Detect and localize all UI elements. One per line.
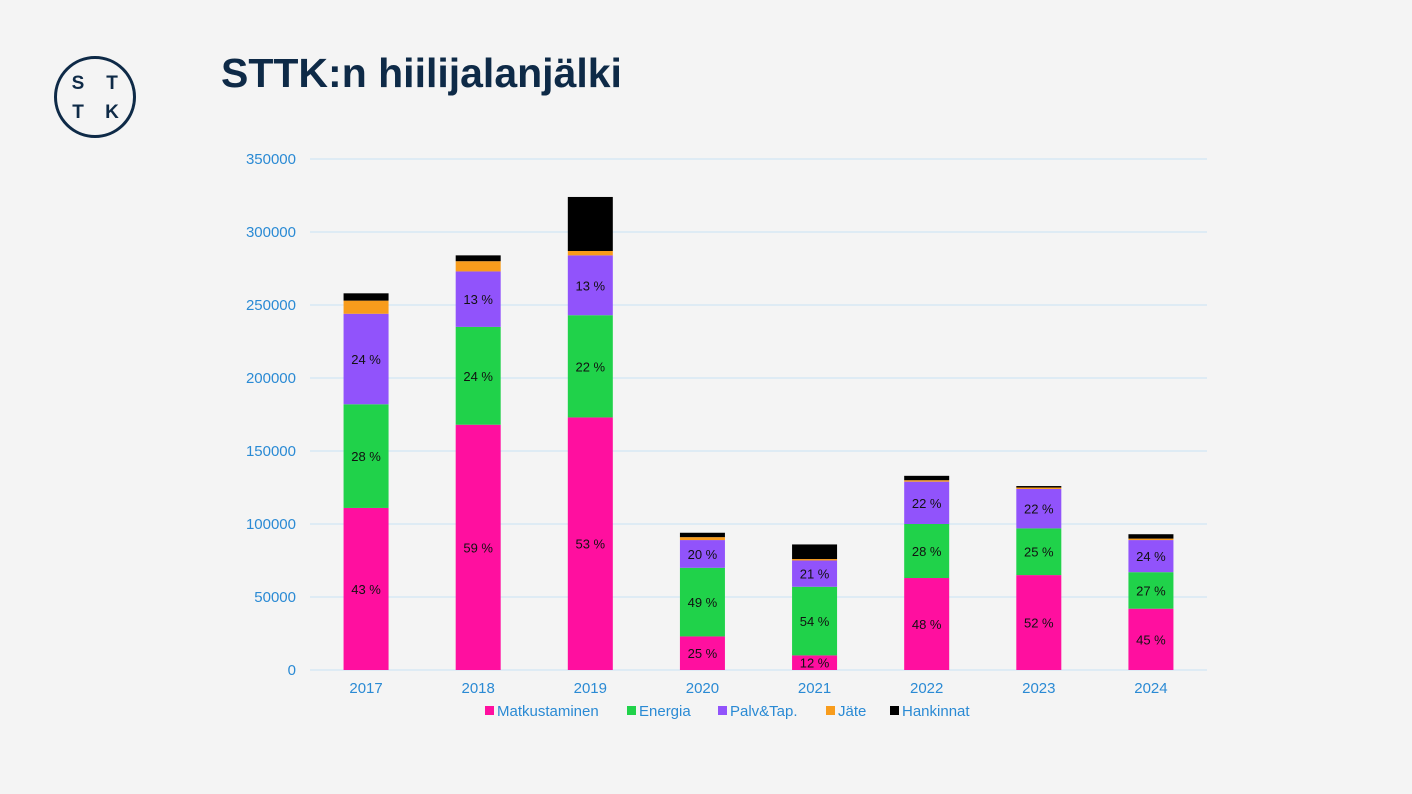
y-tick-label: 200000	[246, 370, 296, 387]
x-tick-label: 2018	[462, 680, 495, 697]
x-tick-label: 2021	[798, 680, 831, 697]
bar-segment	[1016, 528, 1062, 576]
bar-segment	[904, 578, 950, 670]
bar-segment	[679, 540, 725, 568]
logo-letter: K	[105, 102, 119, 123]
y-tick-label: 250000	[246, 297, 296, 314]
legend-label: Palv&Tap.	[730, 703, 798, 720]
data-label: 24 %	[351, 352, 381, 367]
data-label: 24 %	[463, 369, 493, 384]
bar-segment	[343, 404, 389, 508]
y-tick-label: 350000	[246, 151, 296, 168]
bar-segment	[679, 567, 725, 637]
data-label: 21 %	[800, 567, 830, 582]
data-label: 22 %	[912, 496, 942, 511]
legend-swatch	[890, 706, 899, 715]
bar-segment	[792, 655, 838, 670]
data-label: 24 %	[1136, 549, 1166, 564]
data-label: 28 %	[912, 544, 942, 559]
data-label: 13 %	[575, 278, 605, 293]
data-label: 25 %	[688, 646, 718, 661]
data-label: 13 %	[463, 292, 493, 307]
bar-segment	[679, 636, 725, 670]
data-label: 59 %	[463, 540, 493, 555]
data-label: 48 %	[912, 617, 942, 632]
bar-segment	[455, 424, 501, 670]
bar-segment	[1016, 575, 1062, 670]
bar-segment	[904, 481, 950, 524]
bar-segment	[1128, 608, 1174, 670]
slide-title: STTK:n hiilijalanjälki	[221, 50, 622, 96]
bar-segment	[455, 326, 501, 425]
bar-segment	[455, 255, 501, 262]
logo-letter: T	[106, 73, 118, 94]
bar-segment	[1016, 486, 1062, 488]
bar-segment	[567, 417, 613, 670]
y-tick-label: 150000	[246, 443, 296, 460]
data-label: 49 %	[688, 595, 718, 610]
y-tick-label: 50000	[254, 589, 296, 606]
x-tick-label: 2022	[910, 680, 943, 697]
data-label: 28 %	[351, 449, 381, 464]
data-label: 52 %	[1024, 616, 1054, 631]
data-label: 54 %	[800, 614, 830, 629]
y-tick-label: 0	[288, 662, 296, 679]
bar-segment	[792, 560, 838, 587]
bar-segment	[1128, 538, 1174, 541]
legend-label: Jäte	[838, 703, 866, 720]
y-tick-label: 100000	[246, 516, 296, 533]
bar-segment	[792, 544, 838, 560]
data-label: 45 %	[1136, 632, 1166, 647]
bar-segment	[567, 315, 613, 418]
bar-segment	[679, 537, 725, 541]
data-label: 20 %	[688, 547, 718, 562]
legend-label: Energia	[639, 703, 691, 720]
bar-segment	[904, 524, 950, 579]
bar-segment	[455, 261, 501, 272]
bar-segment	[792, 586, 838, 656]
bar-segment	[904, 475, 950, 481]
bar-segment	[679, 532, 725, 538]
data-label: 22 %	[575, 359, 605, 374]
bar-segment	[904, 480, 950, 482]
legend-label: Matkustaminen	[497, 703, 599, 720]
data-label: 43 %	[351, 582, 381, 597]
data-label: 53 %	[575, 537, 605, 552]
bar-segment	[1128, 540, 1174, 573]
bar-segment	[1016, 487, 1062, 489]
bar-segment	[567, 250, 613, 256]
bar-segment	[343, 507, 389, 670]
bar-segment	[343, 313, 389, 405]
x-tick-label: 2024	[1134, 680, 1167, 697]
bar-segment	[1128, 534, 1174, 539]
legend-swatch	[627, 706, 636, 715]
bar-segment	[343, 300, 389, 314]
data-label: 25 %	[1024, 545, 1054, 560]
legend-swatch	[718, 706, 727, 715]
bar-segment	[1128, 572, 1174, 609]
bar-segment	[343, 293, 389, 301]
legend-swatch	[485, 706, 494, 715]
y-tick-label: 300000	[246, 224, 296, 241]
bar-segment	[455, 271, 501, 327]
x-tick-label: 2019	[574, 680, 607, 697]
bar-segment	[567, 255, 613, 316]
x-tick-label: 2017	[349, 680, 382, 697]
data-label: 22 %	[1024, 502, 1054, 517]
legend-swatch	[826, 706, 835, 715]
logo-letter: T	[72, 102, 84, 123]
data-label: 12 %	[800, 656, 830, 671]
x-tick-label: 2020	[686, 680, 719, 697]
bar-segment	[1016, 488, 1062, 529]
legend-label: Hankinnat	[902, 703, 970, 720]
sttk-logo: S T T K	[54, 56, 136, 138]
bar-segment	[567, 196, 613, 251]
x-tick-label: 2023	[1022, 680, 1055, 697]
bar-segment	[792, 559, 838, 561]
logo-letter: S	[71, 73, 85, 94]
data-label: 27 %	[1136, 583, 1166, 598]
